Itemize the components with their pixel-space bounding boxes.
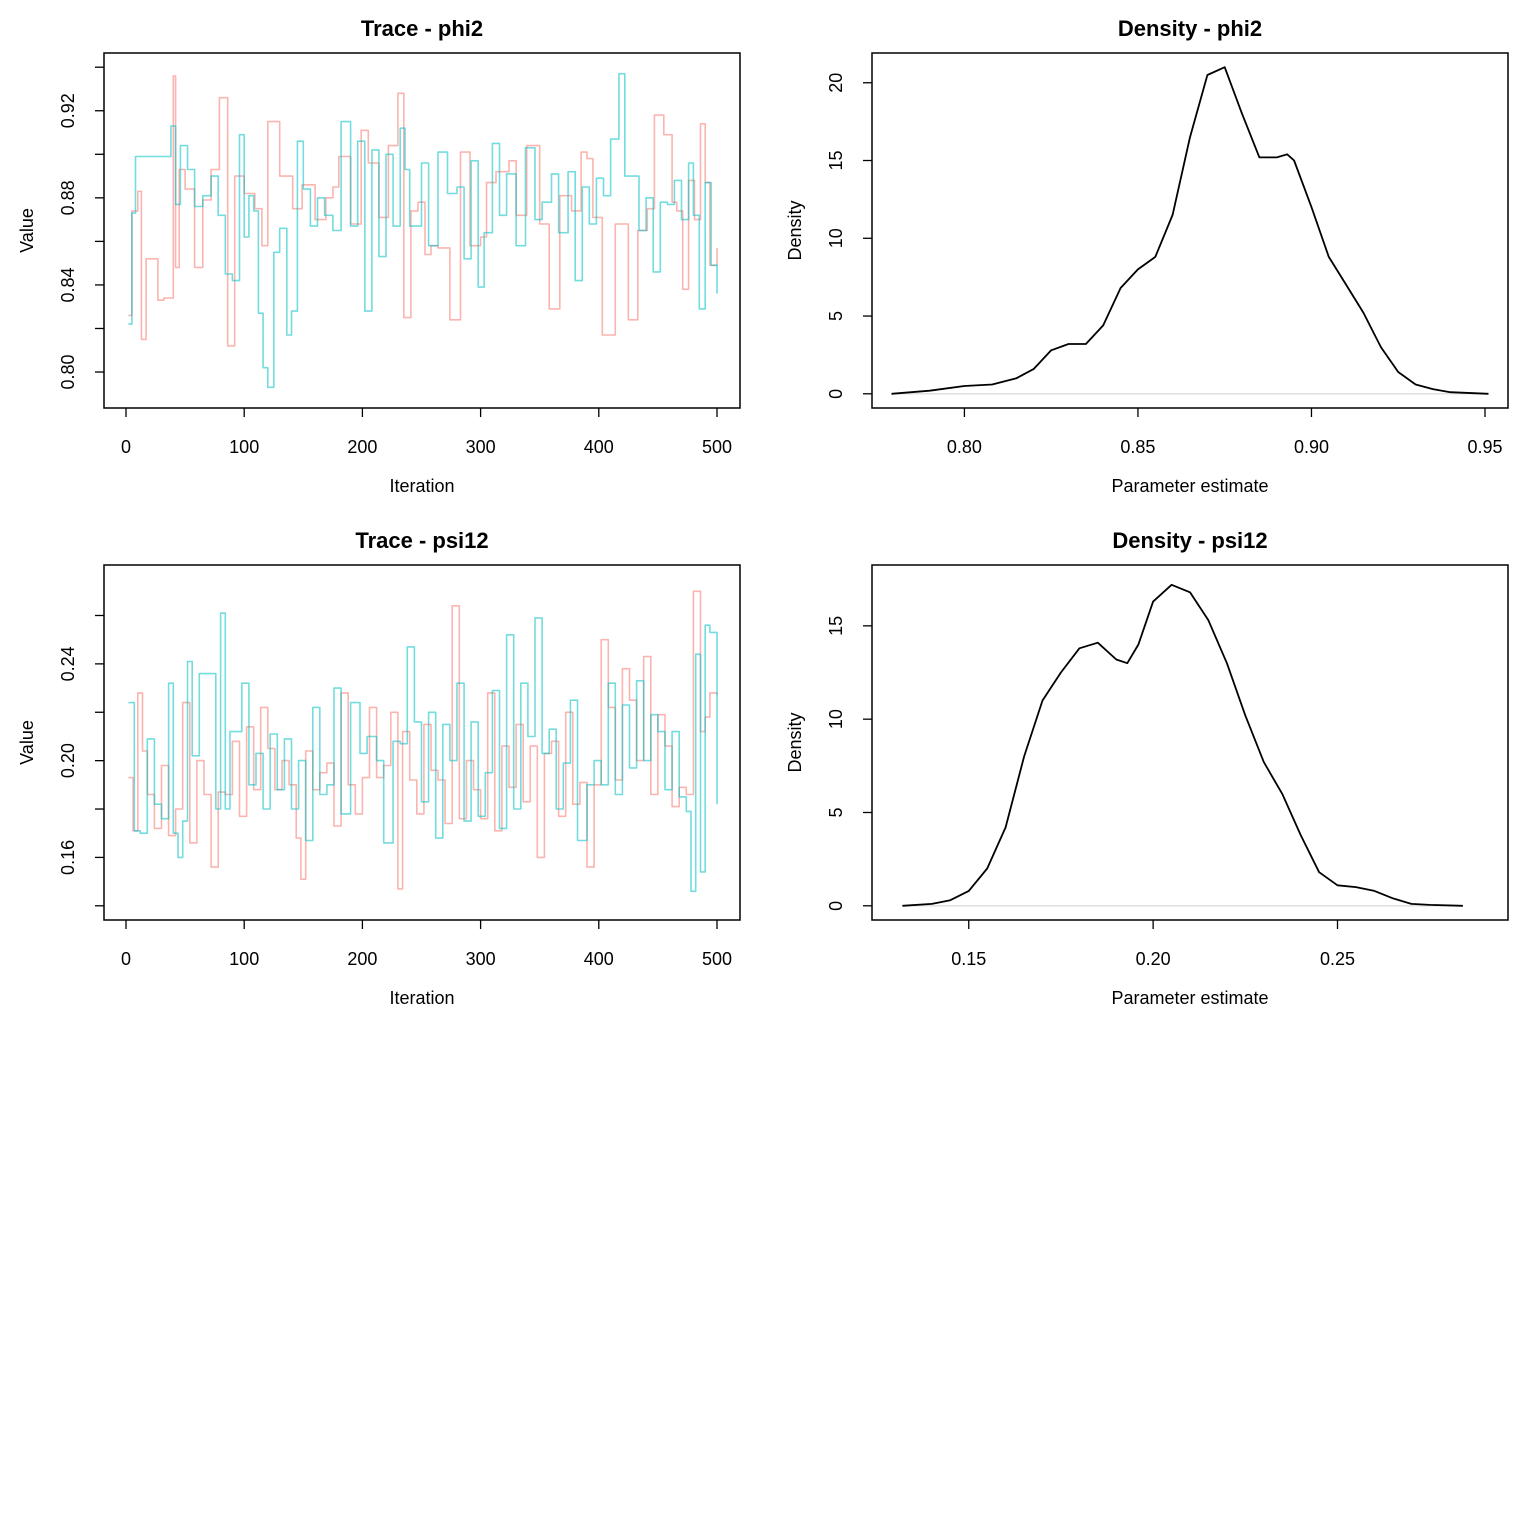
y-axis-label: Value bbox=[17, 720, 37, 765]
plot-frame bbox=[871, 52, 1509, 409]
series-line-0 bbox=[902, 583, 1463, 907]
y-tick-label: 0 bbox=[826, 901, 846, 911]
x-tick-label: 400 bbox=[584, 437, 614, 457]
x-axis-label: Parameter estimate bbox=[1111, 988, 1268, 1008]
panel-2: Trace - psi12 Iteration Value 0 100 200 300 400… bbox=[17, 528, 741, 1008]
y-axis-label: Value bbox=[17, 208, 37, 253]
x-tick-label: 0.15 bbox=[951, 949, 986, 969]
chart-title: Trace - psi12 bbox=[355, 528, 488, 553]
series-line-0 bbox=[128, 75, 718, 347]
x-tick-label: 500 bbox=[702, 437, 732, 457]
y-tick-label: 0.20 bbox=[58, 743, 78, 778]
x-tick-label: 0.80 bbox=[947, 437, 982, 457]
x-tick-label: 300 bbox=[466, 949, 496, 969]
y-tick-label: 5 bbox=[826, 807, 846, 817]
series-line-0 bbox=[891, 66, 1489, 395]
x-tick-label: 0.90 bbox=[1294, 437, 1329, 457]
x-tick-label: 0 bbox=[121, 437, 131, 457]
x-axis-label: Iteration bbox=[389, 988, 454, 1008]
y-tick-label: 0.16 bbox=[58, 840, 78, 875]
y-tick-label: 10 bbox=[826, 709, 846, 729]
x-tick-label: 200 bbox=[347, 437, 377, 457]
y-tick-label: 15 bbox=[826, 150, 846, 170]
plot-frame bbox=[103, 564, 741, 921]
x-tick-label: 0.25 bbox=[1320, 949, 1355, 969]
panel-1: Density - phi2 Parameter estimate Density 0… bbox=[785, 16, 1509, 496]
y-tick-label: 20 bbox=[826, 73, 846, 93]
y-axis-label: Density bbox=[785, 712, 805, 772]
plot-frame bbox=[871, 564, 1509, 921]
chart-title: Trace - phi2 bbox=[361, 16, 483, 41]
chart-title: Density - psi12 bbox=[1112, 528, 1267, 553]
x-tick-label: 100 bbox=[229, 437, 259, 457]
y-axis-label: Density bbox=[785, 200, 805, 260]
y-tick-label: 5 bbox=[826, 311, 846, 321]
x-tick-label: 200 bbox=[347, 949, 377, 969]
x-axis-label: Iteration bbox=[389, 476, 454, 496]
y-tick-label: 0 bbox=[826, 389, 846, 399]
y-tick-label: 0.24 bbox=[58, 646, 78, 681]
y-tick-label: 0.84 bbox=[58, 267, 78, 302]
x-tick-label: 0.95 bbox=[1467, 437, 1502, 457]
x-tick-label: 400 bbox=[584, 949, 614, 969]
x-tick-label: 100 bbox=[229, 949, 259, 969]
chart-title: Density - phi2 bbox=[1118, 16, 1262, 41]
y-tick-label: 0.88 bbox=[58, 180, 78, 215]
y-tick-label: 0.80 bbox=[58, 355, 78, 390]
x-tick-label: 0 bbox=[121, 949, 131, 969]
x-tick-label: 300 bbox=[466, 437, 496, 457]
y-tick-label: 10 bbox=[826, 228, 846, 248]
x-tick-label: 0.20 bbox=[1136, 949, 1171, 969]
panel-0: Trace - phi2 Iteration Value 0 100 200 300 400 5… bbox=[17, 16, 741, 496]
plot-frame bbox=[103, 52, 741, 409]
y-tick-label: 15 bbox=[826, 616, 846, 636]
x-axis-label: Parameter estimate bbox=[1111, 476, 1268, 496]
y-tick-label: 0.92 bbox=[58, 93, 78, 128]
x-tick-label: 0.85 bbox=[1120, 437, 1155, 457]
series-line-1 bbox=[128, 612, 718, 893]
panel-3: Density - psi12 Parameter estimate Density… bbox=[785, 528, 1509, 1008]
series-line-1 bbox=[128, 72, 718, 389]
x-tick-label: 500 bbox=[702, 949, 732, 969]
